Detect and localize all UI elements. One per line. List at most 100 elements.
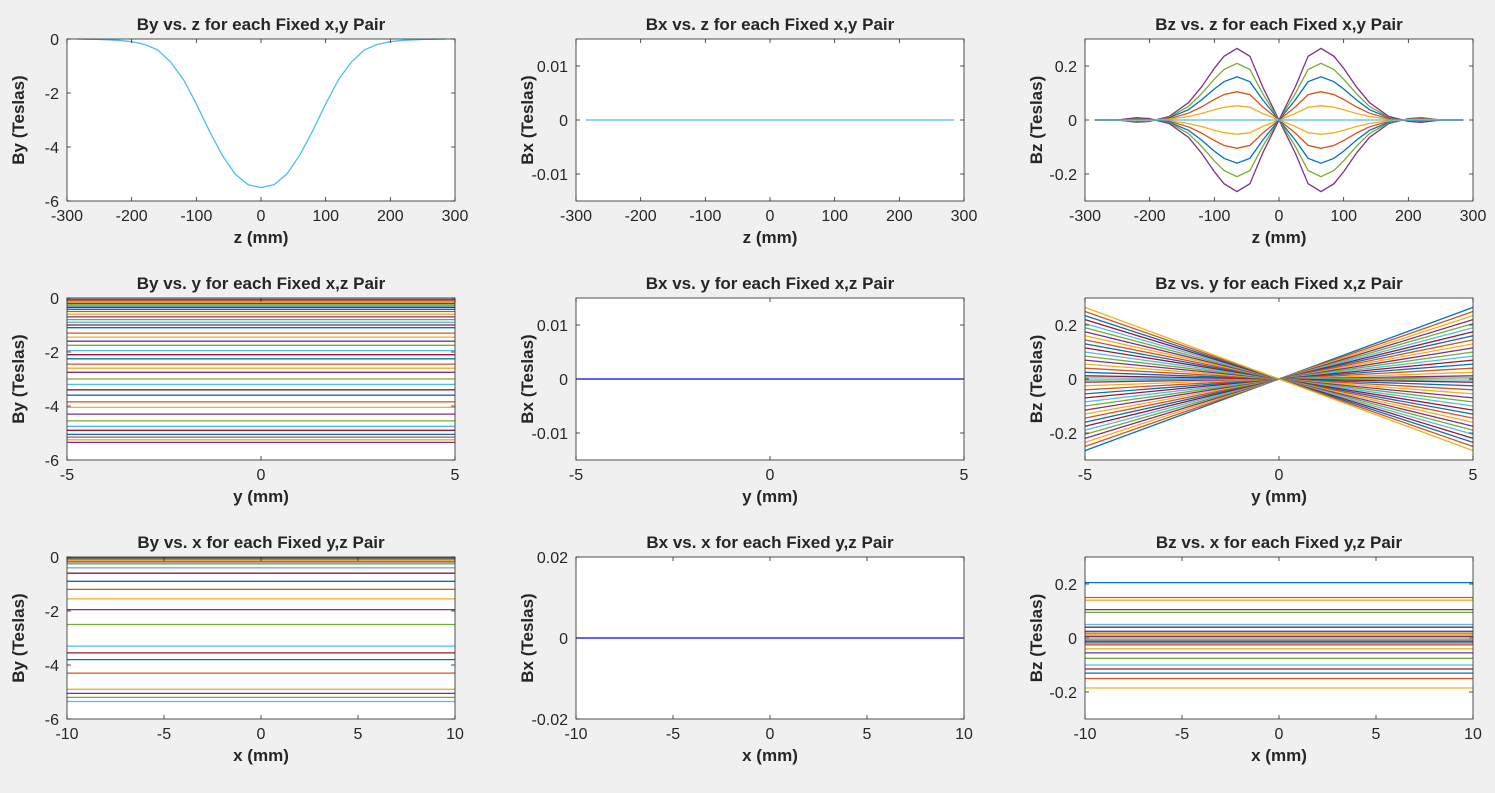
y-tick-label: 0.02	[537, 550, 568, 567]
subplot-4: -5 0 5 0 -2 -4 -6 By vs. y for each Fixed x,z P…	[9, 274, 460, 506]
x-tick-label: 5	[1372, 726, 1381, 743]
y-tick-label: 0	[559, 113, 568, 130]
subplot-6: -5 0 5 0.2 0 -0.2 Bz vs. y for each Fixed x,z …	[1027, 274, 1478, 506]
y-axis-label: Bz (Teslas)	[1027, 594, 1046, 683]
subplot-9: -10 -5 0 5 10 0.2 0 -0.2 Bz vs. x for each Fixed…	[1027, 533, 1482, 765]
chart-title: Bz vs. z for each Fixed x,y Pair	[1155, 15, 1403, 34]
x-axis-label: z (mm)	[1252, 228, 1307, 247]
y-tick-label: -0.2	[1049, 685, 1077, 702]
y-tick-label: 0	[559, 631, 568, 648]
x-tick-label: 100	[312, 208, 339, 225]
y-axis-label: By (Teslas)	[9, 593, 28, 682]
chart-title: Bx vs. y for each Fixed x,z Pair	[646, 274, 895, 293]
chart-title: By vs. y for each Fixed x,z Pair	[137, 274, 386, 293]
x-tick-label: -100	[1198, 208, 1230, 225]
y-tick-label: 0	[50, 550, 59, 567]
y-axis-label: Bz (Teslas)	[1027, 335, 1046, 424]
x-axis-label: y (mm)	[742, 487, 798, 506]
series-group	[67, 557, 455, 703]
plot-area	[67, 557, 455, 719]
x-tick-label: 0	[257, 726, 266, 743]
y-tick-label: 0.01	[537, 59, 568, 76]
x-tick-label: 300	[1460, 208, 1487, 225]
x-tick-label: 200	[886, 208, 913, 225]
y-tick-label: -2	[45, 86, 59, 103]
y-tick-label: -6	[45, 194, 59, 211]
y-tick-label: -2	[45, 604, 59, 621]
subplot-2: -300 -200 -100 0 100 200 300 0.01 0 -0.01 Bx vs. z…	[518, 15, 977, 247]
x-tick-label: 5	[354, 726, 363, 743]
x-axis-label: x (mm)	[1251, 746, 1307, 765]
chart-title: By vs. x for each Fixed y,z Pair	[137, 533, 385, 552]
y-axis-label: Bx (Teslas)	[518, 334, 537, 423]
y-axis-label: Bz (Teslas)	[1027, 76, 1046, 165]
y-tick-label: 0.2	[1055, 577, 1077, 594]
subplot-3: -300 -200 -100 0 100 200 300 0.2 0 -0.2 Bz vs. z f…	[1027, 15, 1486, 247]
x-tick-label: -300	[560, 208, 592, 225]
x-axis-label: y (mm)	[233, 487, 289, 506]
series-group	[1085, 581, 1473, 689]
x-tick-label: -200	[625, 208, 657, 225]
series-line-38	[1084, 306, 1474, 452]
subplot-8: -10 -5 0 5 10 0.02 0 -0.02 Bx vs. x for each Fix…	[518, 533, 973, 765]
x-tick-label: 5	[451, 467, 460, 484]
x-tick-label: -200	[1134, 208, 1166, 225]
y-axis-label: Bx (Teslas)	[518, 593, 537, 682]
plot-area	[67, 39, 455, 201]
x-tick-label: 10	[955, 726, 973, 743]
x-tick-label: 10	[1464, 726, 1482, 743]
series-line-1	[76, 38, 446, 189]
chart-title: Bz vs. x for each Fixed y,z Pair	[1156, 533, 1403, 552]
series-group	[1084, 306, 1474, 452]
x-tick-label: -10	[1073, 726, 1096, 743]
x-tick-label: 100	[821, 208, 848, 225]
series-group	[67, 298, 455, 444]
y-tick-label: 0.2	[1055, 59, 1077, 76]
x-tick-label: -5	[1078, 467, 1092, 484]
y-tick-label: 0	[559, 372, 568, 389]
series-group	[76, 38, 446, 189]
chart-title: Bx vs. x for each Fixed y,z Pair	[646, 533, 894, 552]
x-tick-label: 5	[863, 726, 872, 743]
subplot-5: -5 0 5 0.01 0 -0.01 Bx vs. y for each Fixed x,…	[518, 274, 969, 506]
x-tick-label: -300	[1069, 208, 1101, 225]
x-tick-label: -5	[157, 726, 171, 743]
x-tick-label: 0	[766, 208, 775, 225]
y-tick-label: -0.2	[1049, 426, 1077, 443]
x-tick-label: 0	[1275, 208, 1284, 225]
y-tick-label: -0.01	[532, 167, 569, 184]
x-tick-label: 200	[1395, 208, 1422, 225]
subplot-1: -300 -200 -100 0 100 200 300 0 -2 -4 -6 By vs. z fo…	[9, 15, 468, 247]
y-tick-label: -4	[45, 399, 59, 416]
x-axis-label: x (mm)	[233, 746, 289, 765]
x-tick-label: -100	[180, 208, 212, 225]
x-tick-label: 0	[1275, 467, 1284, 484]
x-tick-label: -5	[666, 726, 680, 743]
y-axis-label: By (Teslas)	[9, 334, 28, 423]
x-tick-label: -200	[116, 208, 148, 225]
x-tick-label: 0	[766, 726, 775, 743]
x-tick-label: -10	[55, 726, 78, 743]
chart-title: By vs. z for each Fixed x,y Pair	[137, 15, 386, 34]
x-tick-label: 0	[1275, 726, 1284, 743]
x-tick-label: 0	[257, 467, 266, 484]
x-tick-label: -5	[569, 467, 583, 484]
x-axis-label: y (mm)	[1251, 487, 1307, 506]
series-group	[1094, 47, 1464, 193]
x-tick-label: 5	[960, 467, 969, 484]
chart-title: Bx vs. z for each Fixed x,y Pair	[646, 15, 895, 34]
x-axis-label: x (mm)	[742, 746, 798, 765]
y-axis-label: By (Teslas)	[9, 75, 28, 164]
y-tick-label: 0	[1068, 113, 1077, 130]
y-tick-label: 0	[50, 32, 59, 49]
y-tick-label: -4	[45, 658, 59, 675]
y-tick-label: 0.2	[1055, 318, 1077, 335]
y-tick-label: 0	[50, 291, 59, 308]
chart-title: Bz vs. y for each Fixed x,z Pair	[1155, 274, 1403, 293]
x-tick-label: -10	[564, 726, 587, 743]
subplot-7: -10 -5 0 5 10 0 -2 -4 -6 By vs. x for each Fixed …	[9, 533, 464, 765]
x-tick-label: -300	[51, 208, 83, 225]
x-tick-label: 0	[257, 208, 266, 225]
y-tick-label: 0	[1068, 631, 1077, 648]
x-axis-label: z (mm)	[234, 228, 289, 247]
